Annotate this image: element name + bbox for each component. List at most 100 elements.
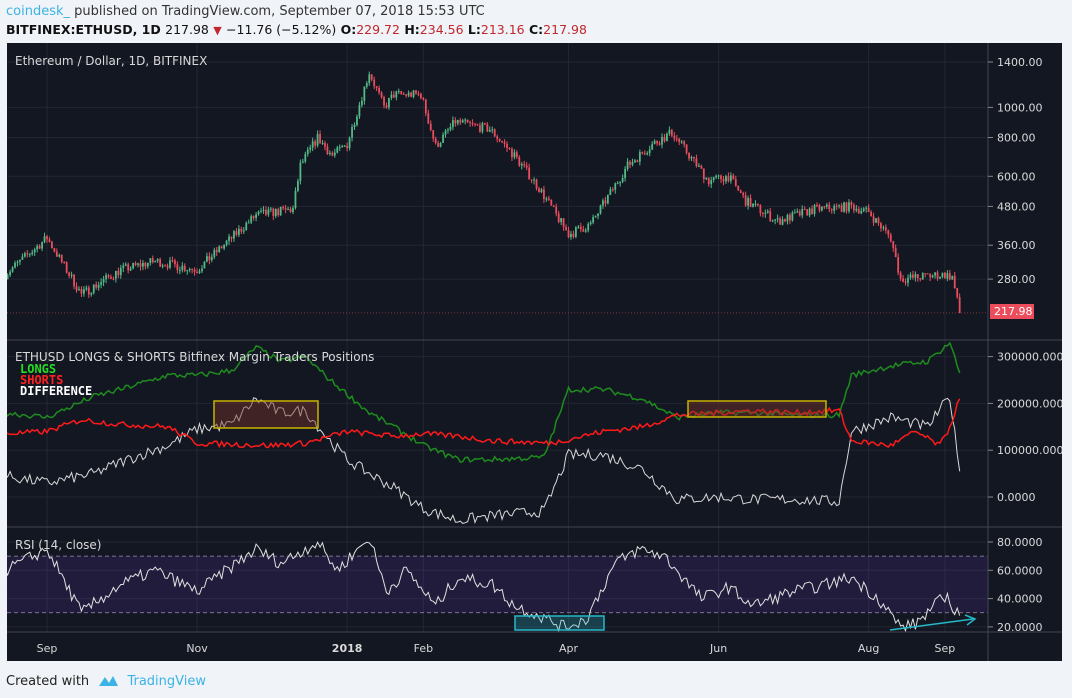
candle [299, 162, 302, 181]
candle [314, 141, 317, 146]
candle [225, 240, 228, 245]
candle [493, 129, 496, 137]
candle [228, 236, 230, 241]
annotations [213, 400, 977, 631]
candle [690, 156, 693, 159]
candle [538, 188, 540, 192]
longs-line [7, 341, 961, 463]
candle [870, 211, 872, 217]
candle [474, 123, 476, 125]
candle [619, 181, 622, 184]
candle [385, 105, 388, 108]
candle [19, 259, 21, 262]
candle [880, 223, 882, 229]
candle [402, 93, 405, 95]
candle [725, 176, 727, 182]
candle [710, 180, 713, 185]
candle [547, 198, 550, 200]
candle [16, 261, 19, 263]
candle [700, 165, 703, 169]
rsi-pane[interactable] [7, 541, 988, 633]
candle [867, 207, 870, 212]
candle [488, 129, 491, 132]
candle [535, 179, 538, 189]
annotation-box-nov [213, 400, 319, 429]
candle [85, 287, 88, 290]
candle [351, 127, 353, 138]
candle [191, 269, 194, 271]
grid [7, 43, 988, 632]
candle [483, 123, 486, 125]
candle [852, 205, 855, 211]
candle [213, 249, 216, 257]
candle [92, 284, 95, 294]
candle [951, 275, 954, 280]
author-link[interactable]: coindesk_ [6, 4, 71, 19]
candle [424, 99, 427, 114]
annotation-box-rsi [514, 615, 605, 631]
tradingview-link[interactable]: TradingView [127, 674, 206, 689]
arrow-head-icon [964, 614, 977, 626]
candle [105, 275, 107, 280]
candle [368, 74, 371, 84]
candle [154, 260, 157, 263]
candle [132, 263, 134, 269]
candle [503, 142, 506, 144]
symbol: BITFINEX:ETHUSD, 1D [6, 22, 161, 37]
candle [23, 253, 26, 257]
candle [410, 92, 412, 97]
candle [346, 145, 349, 149]
candle [821, 206, 823, 211]
longs-shorts-pane[interactable] [7, 341, 961, 524]
candle [518, 157, 521, 166]
candle [257, 211, 260, 215]
candle [631, 162, 634, 165]
candle [447, 129, 449, 131]
candle [171, 260, 174, 262]
candle [55, 251, 58, 257]
candle [907, 277, 909, 283]
candle [882, 227, 885, 229]
candle [304, 154, 307, 162]
candle [78, 289, 80, 291]
candle [737, 185, 740, 191]
candle [833, 205, 836, 211]
x-tick-label: Sep [935, 642, 956, 655]
candle [946, 273, 949, 279]
candle [830, 209, 833, 211]
candle [513, 152, 516, 158]
candle [444, 130, 447, 135]
candle [237, 228, 240, 235]
candle [51, 241, 53, 249]
candle [301, 161, 304, 163]
chart[interactable]: Sep Nov 2018 Feb Apr Jun Aug Sep 1400.00 1000.00 8… [7, 43, 1062, 661]
candle [83, 289, 85, 294]
candle [311, 141, 314, 148]
x-tick-label: Apr [559, 642, 579, 655]
candle [939, 276, 941, 279]
y-tick-label: 0.0000 [997, 491, 1036, 504]
y-tick-label: 200000.0000 [997, 397, 1062, 410]
candle [695, 158, 698, 167]
candle [240, 228, 243, 232]
candle [48, 239, 51, 242]
candle [855, 208, 858, 211]
candle [611, 189, 614, 191]
candle [452, 120, 454, 127]
candle [823, 206, 826, 208]
candle [223, 244, 226, 249]
price-pane[interactable] [7, 71, 988, 314]
candle [21, 256, 24, 260]
candle [909, 274, 912, 278]
candle [479, 125, 481, 132]
tradingview-cloud-icon [99, 676, 119, 686]
candle [629, 161, 631, 165]
open-value: 229.72 [356, 22, 400, 37]
shorts-line [7, 398, 961, 449]
candle [26, 253, 29, 255]
candle [530, 179, 533, 181]
candle [931, 275, 934, 278]
candle [284, 208, 287, 210]
candle [124, 264, 127, 266]
legend-shorts: SHORTS [20, 373, 63, 387]
